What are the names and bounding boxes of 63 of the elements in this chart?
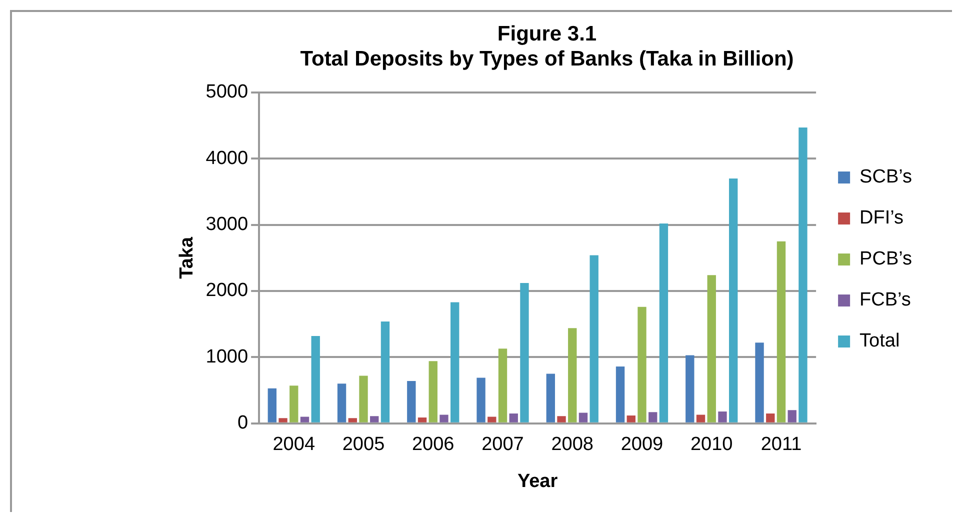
bar [337,384,346,422]
bar [428,361,438,422]
bar [348,418,357,422]
bar [788,410,796,422]
bar [476,378,486,422]
bar [659,223,668,422]
x-tick-label: 2004 [272,434,316,456]
bar [370,416,379,422]
legend-label: Total [860,330,900,352]
bar [509,413,518,422]
bar [648,412,658,422]
x-tick-label: 2010 [690,434,733,456]
x-axis-title: Year [517,470,558,492]
bar [568,328,577,422]
y-tick-label: 5000 [206,82,248,103]
bar [578,412,588,422]
bar [488,416,496,422]
bar [686,355,694,422]
y-tick-label: 3000 [206,214,248,236]
bar [626,415,636,422]
bar [696,414,706,422]
bar [546,374,555,422]
bar [290,386,298,422]
bar [278,418,288,422]
bar [407,381,416,422]
y-tick-label: 2000 [206,280,248,302]
chart-subtitle: Total Deposits by Types of Banks (Taka in Billion) [300,48,794,71]
bar [718,411,727,422]
legend-label: PCB’s [860,248,912,270]
legend-label: FCB’s [860,290,911,311]
bar [616,366,625,422]
y-tick-label: 4000 [206,148,248,169]
legend-label: DFI’s [860,208,904,229]
bar [498,348,508,422]
bar [300,416,310,422]
x-tick-label: 2009 [620,434,664,456]
bar [520,283,529,422]
bar [590,255,598,422]
y-axis-title: Taka [176,236,198,279]
y-tick-label: 1000 [206,346,248,368]
bar [729,178,738,422]
x-tick-label: 2011 [760,434,802,456]
chart-title: Figure 3.1 [497,22,597,46]
y-tick-label: 0 [237,412,248,434]
bar [359,376,368,422]
bar [638,306,646,422]
bar [766,413,775,422]
bar [418,417,427,422]
bar [755,342,764,422]
bar [380,321,390,422]
bar [798,127,808,422]
bar [776,241,786,422]
x-tick-label: 2007 [482,434,524,456]
x-tick-label: 2008 [551,434,594,456]
bar [268,388,276,422]
bar [440,414,448,422]
bar [311,336,320,422]
bar [707,275,716,422]
legend-label: SCB’s [860,166,912,188]
bar [450,302,460,422]
bar [557,416,566,422]
x-tick-label: 2006 [412,434,454,456]
x-tick-label: 2005 [342,434,385,456]
